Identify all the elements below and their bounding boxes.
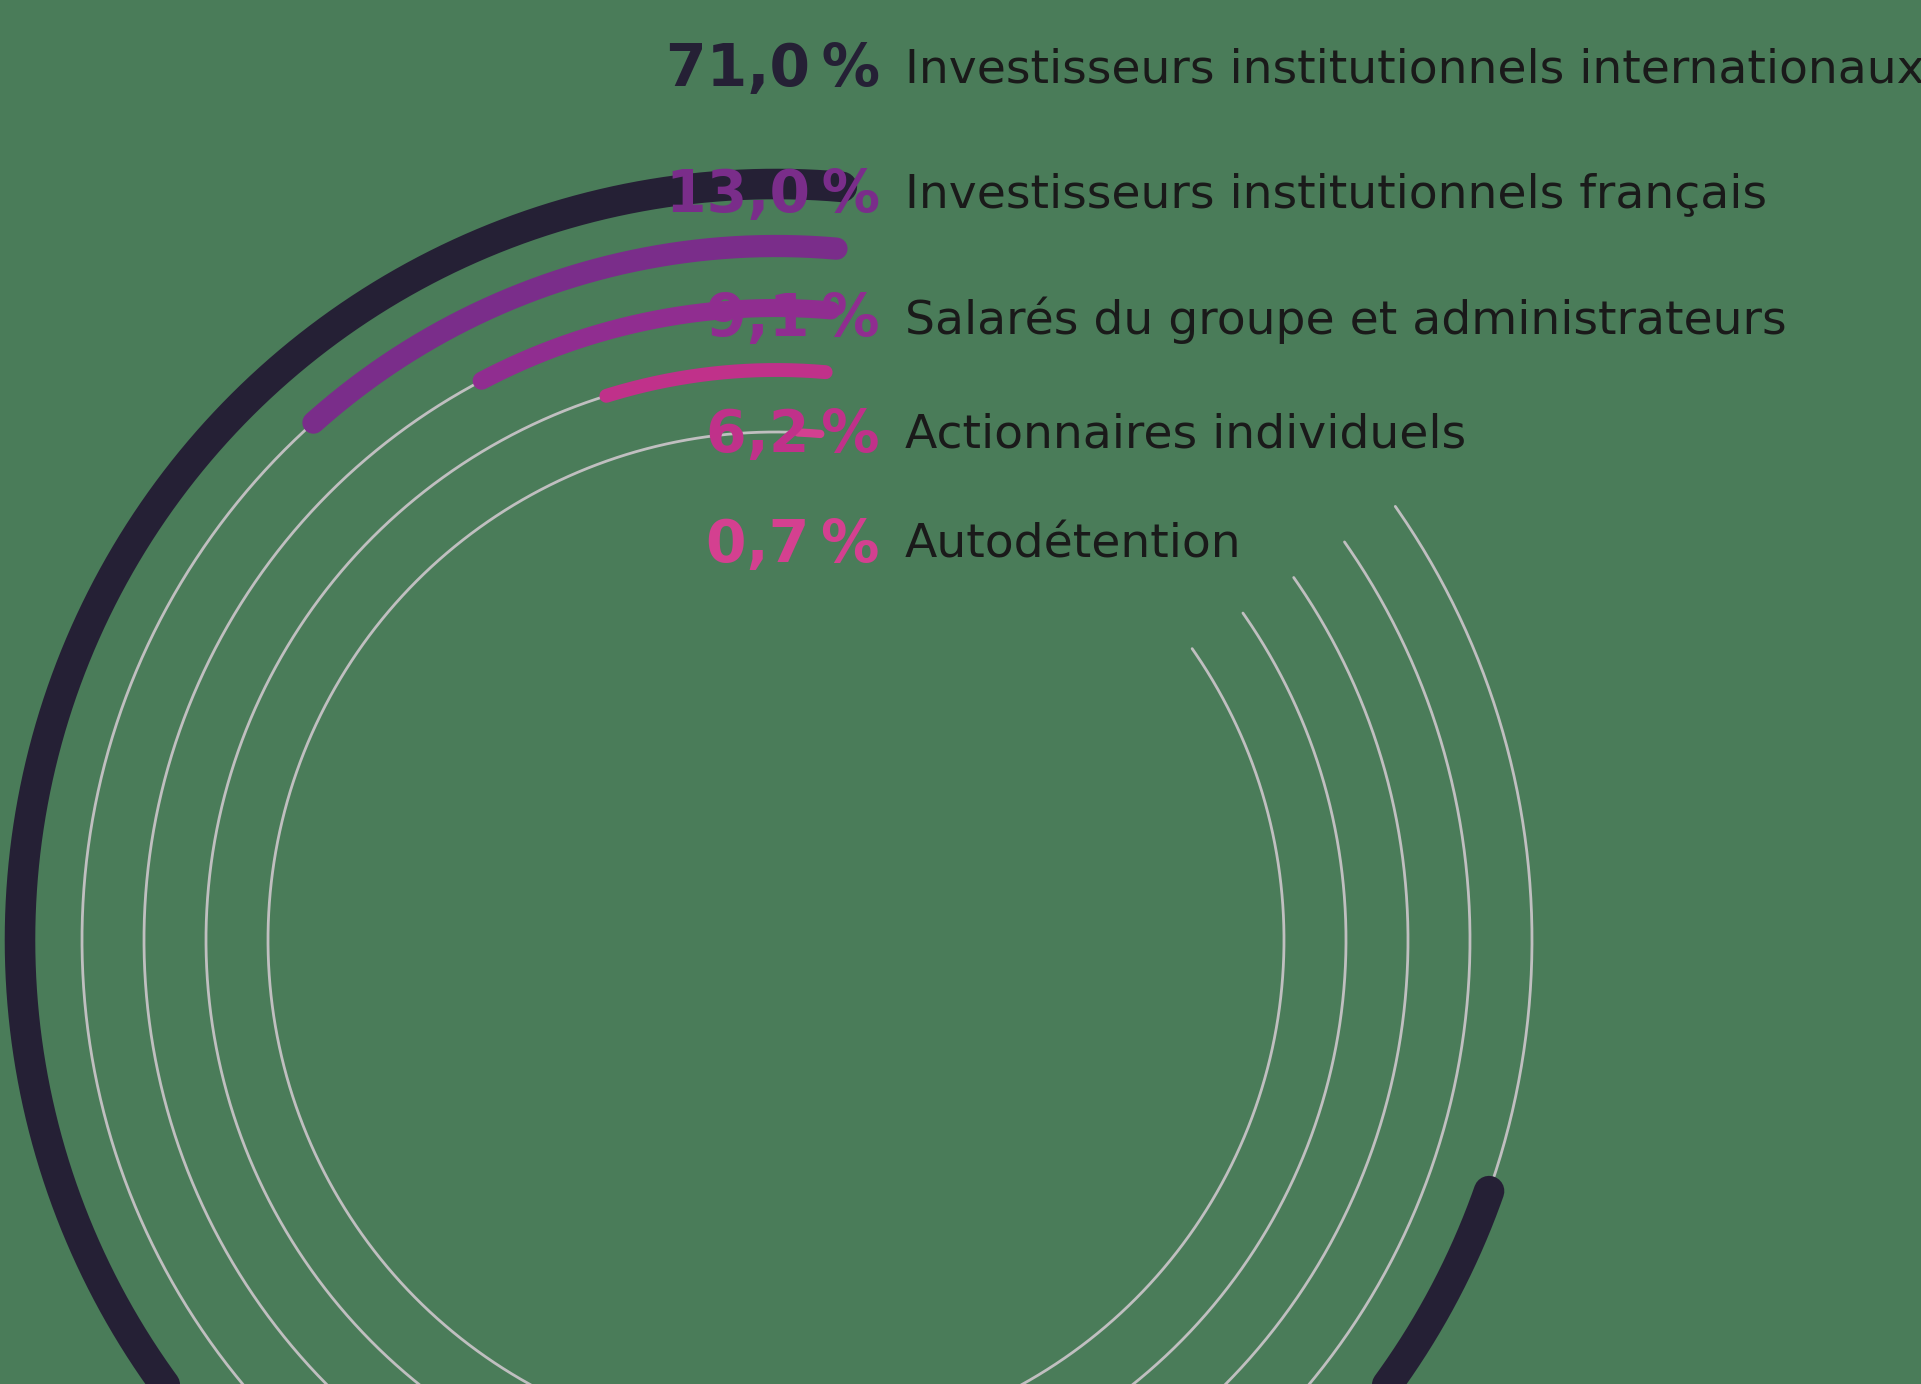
Text: Autodétention: Autodétention bbox=[905, 523, 1241, 567]
Text: 71,0 %: 71,0 % bbox=[667, 42, 880, 98]
Text: Actionnaires individuels: Actionnaires individuels bbox=[905, 412, 1466, 458]
Text: 9,1 %: 9,1 % bbox=[707, 292, 880, 349]
Text: 0,7 %: 0,7 % bbox=[707, 516, 880, 573]
Text: Investisseurs institutionnels français: Investisseurs institutionnels français bbox=[905, 173, 1767, 217]
Text: Salarés du groupe et administrateurs: Salarés du groupe et administrateurs bbox=[905, 296, 1787, 343]
Text: 6,2 %: 6,2 % bbox=[707, 407, 880, 464]
Text: 13,0 %: 13,0 % bbox=[667, 166, 880, 223]
Text: Investisseurs institutionnels internationaux: Investisseurs institutionnels internatio… bbox=[905, 47, 1921, 93]
